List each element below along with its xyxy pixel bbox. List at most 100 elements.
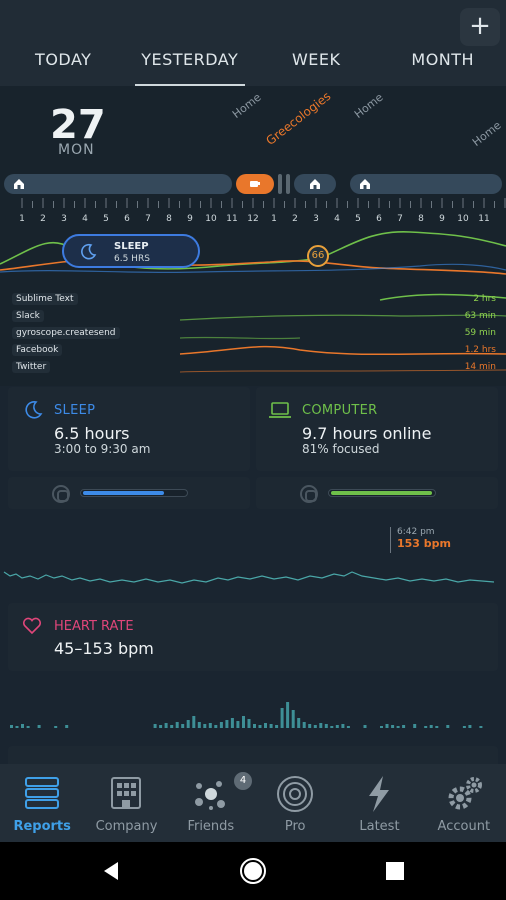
heart-rate-bar <box>275 725 279 728</box>
location-label: Home <box>469 118 504 149</box>
heart-rate-bar <box>175 722 179 728</box>
nav-label: Pro <box>284 819 306 834</box>
location-label-highlight: Greecologies <box>263 88 334 148</box>
heart-rate-bar <box>65 725 69 728</box>
tab-today[interactable]: TODAY <box>35 50 92 69</box>
nav-label: Company <box>95 819 158 834</box>
app-duration: 1.2 hrs <box>464 345 496 355</box>
app-duration: 59 min <box>464 328 496 338</box>
target-icon <box>277 776 314 812</box>
heart-rate-bar <box>186 720 190 728</box>
nav-account[interactable]: Account <box>422 764 506 842</box>
app-name: gyroscope.createsend <box>12 327 120 339</box>
tab-yesterday[interactable]: YESTERDAY <box>127 46 254 86</box>
sleep-summary-pill[interactable]: SLEEP 6.5 HRS <box>62 234 200 268</box>
system-navigation-bar <box>0 842 506 900</box>
next-card-peek <box>8 746 498 764</box>
heart-rate-bar <box>468 725 472 728</box>
heart-rate-bar <box>159 725 163 728</box>
timeline-segment-home[interactable] <box>350 174 502 194</box>
sleep-card[interactable]: SLEEP 6.5 hours 3:00 to 9:30 am <box>8 387 250 471</box>
date-weekday: MON <box>58 142 95 158</box>
tab-week[interactable]: WEEK <box>291 50 341 69</box>
heart-rate-bar <box>462 726 466 728</box>
nav-friends[interactable]: Friends <box>169 764 253 842</box>
computer-card[interactable]: COMPUTER 9.7 hours online 81% focused <box>256 387 498 471</box>
list-item[interactable]: Facebook 1.2 hrs <box>0 343 506 360</box>
heart-rate-range: 45–153 bpm <box>54 639 154 658</box>
heart-rate-bar <box>391 725 395 728</box>
hour-label: 1 <box>19 214 25 224</box>
moon-icon <box>81 243 97 260</box>
computer-progress-fill <box>331 491 432 495</box>
hour-label: 8 <box>166 214 172 224</box>
timeline-segment-home[interactable] <box>4 174 232 194</box>
hour-label: 10 <box>457 214 469 224</box>
timeline-segment-work[interactable] <box>236 174 274 194</box>
home-icon <box>310 179 320 189</box>
heart-rate-bar <box>297 718 301 728</box>
list-item[interactable]: Sublime Text 2 hrs <box>0 292 506 309</box>
nav-reports[interactable]: Reports <box>0 764 84 842</box>
app-name: Facebook <box>12 344 63 356</box>
nav-pro[interactable]: Pro <box>253 764 337 842</box>
heart-rate-bar <box>219 722 223 728</box>
heart-rate-bar <box>208 723 212 728</box>
computer-progress-row[interactable] <box>256 477 498 509</box>
heart-rate-bar <box>380 726 383 728</box>
heart-rate-bar <box>335 725 339 728</box>
timeline-segment-home[interactable] <box>294 174 336 194</box>
heart-rate-bar <box>429 725 433 728</box>
heart-rate-bar <box>203 724 207 728</box>
heart-rate-bar <box>192 716 196 728</box>
heart-rate-bar <box>15 726 19 728</box>
heart-rate-bar <box>330 726 334 728</box>
app-usage-curves <box>179 293 506 373</box>
heart-rate-bar <box>247 719 251 728</box>
list-item[interactable]: Slack 63 min <box>0 309 506 326</box>
productivity-score-badge[interactable]: 66 <box>307 245 329 267</box>
hour-label: 4 <box>334 214 340 224</box>
hour-axis: 1 2 3 4 5 6 7 8 9 10 11 12 1 2 3 4 5 6 7 8 9 10 11 <box>0 196 506 226</box>
list-item[interactable]: gyroscope.createsend 59 min <box>0 326 506 343</box>
list-item[interactable]: Twitter 14 min <box>0 360 506 377</box>
building-icon <box>111 777 142 809</box>
heart-rate-bar <box>385 724 389 728</box>
app-name: Twitter <box>12 361 51 373</box>
hour-label: 5 <box>355 214 361 224</box>
laptop-icon <box>269 402 291 418</box>
sleep-progress-row[interactable] <box>8 477 250 509</box>
moon-icon <box>25 401 43 419</box>
hour-label: 10 <box>205 214 217 224</box>
hour-label: 2 <box>292 214 298 224</box>
target-icon <box>52 485 70 503</box>
nav-company[interactable]: Company <box>84 764 168 842</box>
hour-label: 11 <box>226 214 238 224</box>
location-timeline[interactable] <box>0 174 506 194</box>
tooltip-bpm: 153 bpm <box>397 537 452 550</box>
home-icon <box>14 179 24 189</box>
heart-rate-bar <box>197 722 201 728</box>
hour-label: 5 <box>103 214 109 224</box>
heart-rate-bar <box>26 726 30 728</box>
app-duration: 14 min <box>464 362 496 372</box>
home-button-icon[interactable] <box>239 857 267 885</box>
heart-rate-bar <box>341 724 345 728</box>
heart-rate-bar <box>258 725 262 728</box>
heart-rate-bar <box>363 725 367 728</box>
heart-rate-card[interactable]: HEART RATE 45–153 bpm <box>8 603 498 671</box>
heart-rate-bar <box>225 720 229 728</box>
add-button[interactable]: + <box>460 8 500 46</box>
nav-latest[interactable]: Latest <box>337 764 421 842</box>
app-name: Sublime Text <box>12 293 78 305</box>
timeline-segment-transit <box>286 174 290 194</box>
recents-icon[interactable] <box>386 862 404 880</box>
heart-rate-bar <box>164 723 168 728</box>
sleep-progress-fill <box>83 491 164 495</box>
sleep-card-range: 3:00 to 9:30 am <box>54 442 151 456</box>
back-icon[interactable] <box>100 860 122 882</box>
tab-month[interactable]: MONTH <box>411 50 475 69</box>
heart-rate-bar <box>402 725 406 728</box>
computer-card-focus: 81% focused <box>302 442 380 456</box>
hour-label: 9 <box>187 214 193 224</box>
